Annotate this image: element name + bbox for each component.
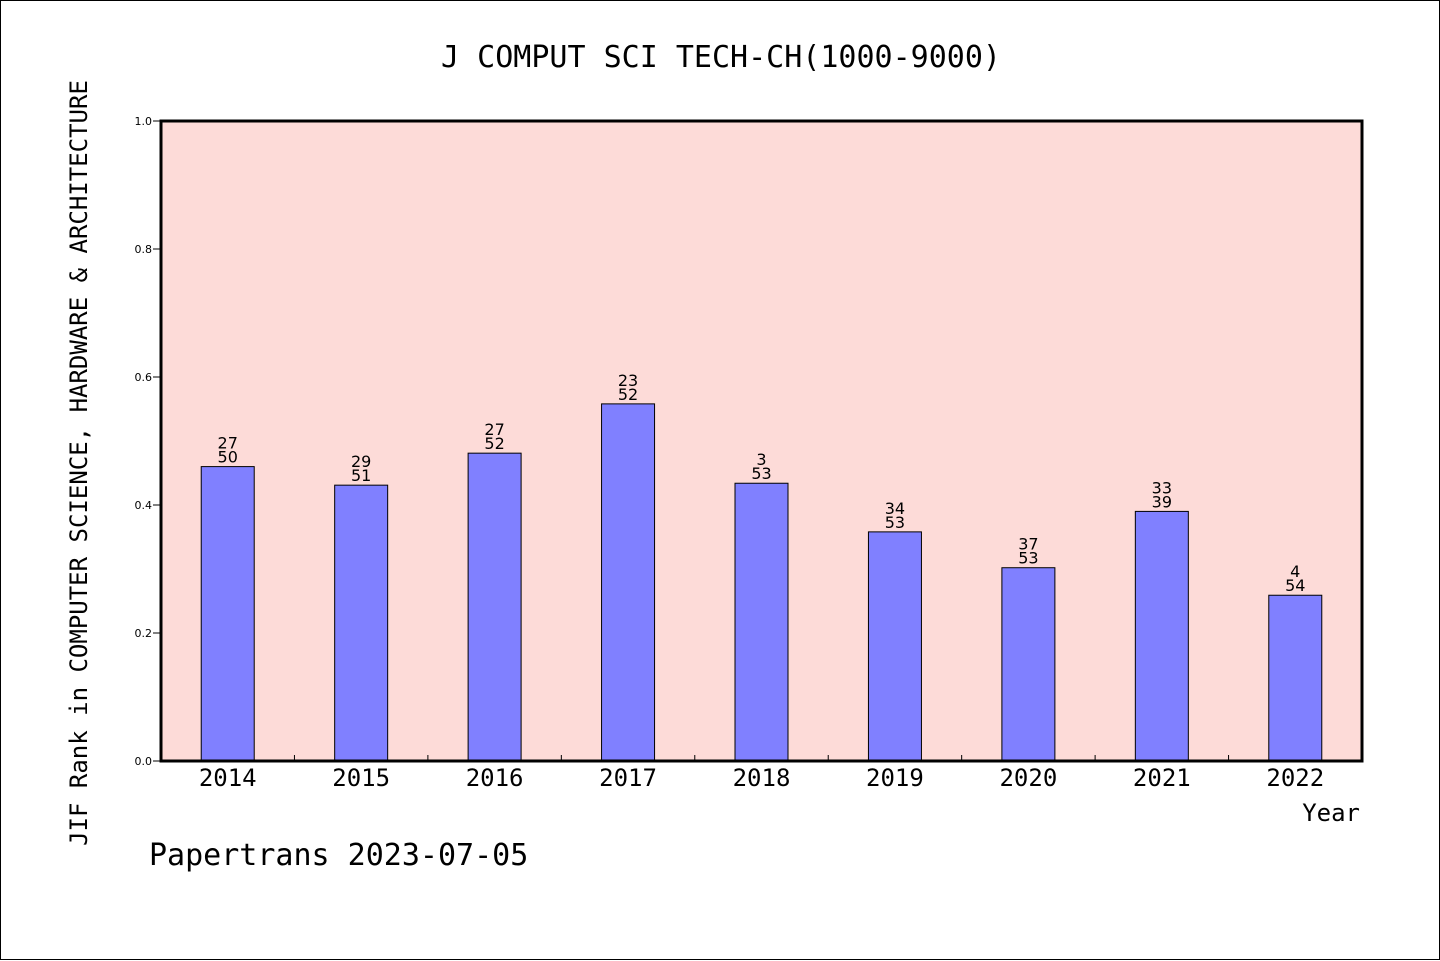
bar-label-rank: 23 xyxy=(618,371,638,390)
footer-credit: Papertrans 2023-07-05 xyxy=(149,838,528,873)
bar-label-total: 51 xyxy=(351,466,371,485)
bar xyxy=(1134,510,1189,762)
bar xyxy=(734,482,789,762)
bar-label-total: 53 xyxy=(1018,549,1038,568)
bar xyxy=(467,452,522,762)
y-tick-label: 1.0 xyxy=(135,115,153,128)
x-tick-label: 2014 xyxy=(199,764,257,792)
x-tick-label: 2022 xyxy=(1266,764,1324,792)
x-tick-label: 2020 xyxy=(999,764,1057,792)
bar-label-rank: 37 xyxy=(1018,535,1038,554)
y-tick-label: 0.2 xyxy=(135,627,153,640)
bar xyxy=(1268,594,1323,762)
bar-label-total: 50 xyxy=(218,448,238,467)
x-tick-label: 2017 xyxy=(599,764,657,792)
x-tick-label: 2016 xyxy=(466,764,524,792)
bar-label-rank: 27 xyxy=(484,420,504,439)
bar-label-total: 52 xyxy=(484,434,504,453)
bar xyxy=(601,403,656,762)
bar xyxy=(334,484,389,762)
plot-border xyxy=(159,119,1364,763)
bar-label-total: 54 xyxy=(1285,576,1305,595)
bar xyxy=(867,531,922,762)
bar-label-rank: 4 xyxy=(1290,562,1300,581)
bar-label-total: 39 xyxy=(1152,492,1172,511)
chart-title: J COMPUT SCI TECH-CH(1000-9000) xyxy=(441,40,1001,75)
bar-label-total: 52 xyxy=(618,385,638,404)
bar-label-total: 53 xyxy=(885,513,905,532)
x-axis-label: Year xyxy=(1302,799,1360,827)
bar-label-rank: 29 xyxy=(351,452,371,471)
x-tick-label: 2015 xyxy=(332,764,390,792)
y-tick-label: 0.4 xyxy=(135,499,153,512)
y-axis-label: JIF Rank in COMPUTER SCIENCE, HARDWARE &… xyxy=(65,80,93,846)
bar-label-total: 53 xyxy=(751,464,771,483)
bar-label-rank: 34 xyxy=(885,499,905,518)
bar-label-rank: 27 xyxy=(218,434,238,453)
ticks-layer: 0.0 0.2 0.4 0.6 0.8 1.0 2014 2015 2016 2017 2018 20… xyxy=(135,115,1325,792)
y-tick-label: 0.8 xyxy=(135,243,153,256)
y-tick-label: 0.6 xyxy=(135,371,153,384)
bar-label-rank: 33 xyxy=(1152,478,1172,497)
x-tick-label: 2018 xyxy=(733,764,791,792)
bar-label-rank: 3 xyxy=(756,450,766,469)
x-tick-label: 2021 xyxy=(1133,764,1191,792)
y-tick-label: 0.0 xyxy=(135,755,153,768)
bar xyxy=(200,466,255,762)
x-tick-label: 2019 xyxy=(866,764,924,792)
bar xyxy=(1001,567,1056,762)
